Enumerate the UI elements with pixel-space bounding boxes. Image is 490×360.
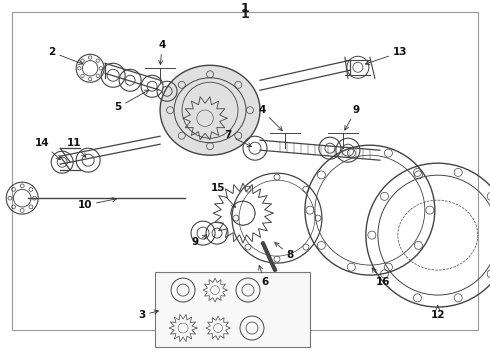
Text: 14: 14: [35, 138, 60, 160]
Bar: [12, 12, 478, 330]
Text: 10: 10: [78, 198, 117, 210]
Text: 1: 1: [241, 2, 249, 15]
Text: 15: 15: [211, 183, 236, 207]
Text: 2: 2: [49, 47, 83, 64]
Ellipse shape: [160, 65, 260, 155]
Text: 8: 8: [275, 243, 294, 260]
Text: 1: 1: [241, 8, 249, 21]
Text: 6: 6: [259, 266, 269, 287]
Text: 12: 12: [431, 306, 445, 320]
Text: 4: 4: [258, 105, 282, 131]
Text: 4: 4: [158, 40, 166, 64]
Text: 13: 13: [366, 47, 407, 65]
Text: 9: 9: [192, 235, 207, 247]
Bar: [155, 272, 310, 347]
Text: 5: 5: [115, 90, 149, 112]
Text: 9: 9: [345, 105, 360, 130]
Text: 3: 3: [139, 310, 158, 320]
Text: 16: 16: [372, 268, 390, 287]
Text: 7: 7: [224, 130, 252, 147]
Text: 11: 11: [67, 138, 86, 157]
